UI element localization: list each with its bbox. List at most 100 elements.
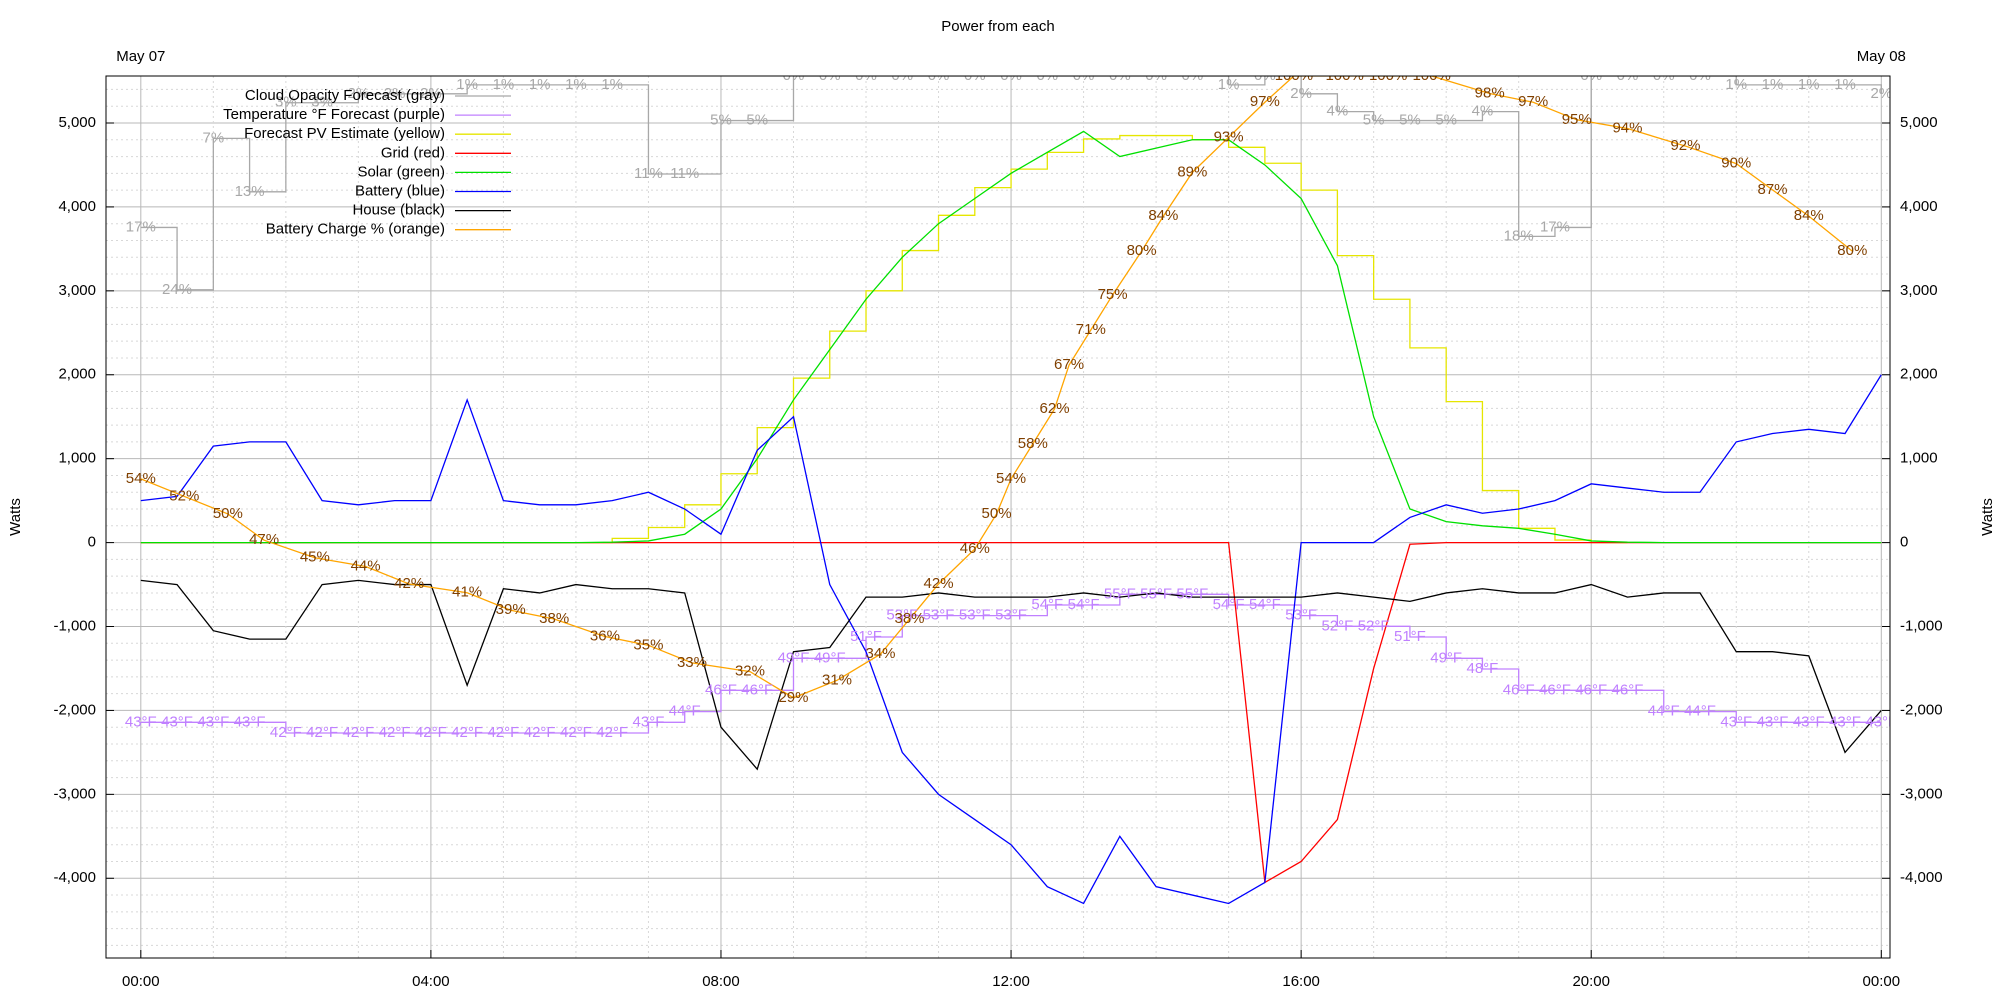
- value-label: 44%: [351, 557, 381, 574]
- value-label: 43°F: [1865, 713, 1897, 730]
- value-label: 5%: [1435, 112, 1457, 129]
- plot-area: [140, 76, 1882, 905]
- value-label: 43°F: [1720, 713, 1752, 730]
- value-label: 100%: [1369, 67, 1407, 84]
- value-label: 52%: [169, 487, 199, 504]
- value-label: 31%: [822, 671, 852, 688]
- value-label: 50%: [982, 505, 1012, 522]
- value-label: 36%: [590, 628, 620, 645]
- value-label: 0%: [1689, 67, 1711, 84]
- value-label: 84%: [1148, 207, 1178, 224]
- value-label: 32%: [735, 663, 765, 680]
- value-label: 0%: [1182, 67, 1204, 84]
- value-label: 51°F: [850, 628, 882, 645]
- y-tick-label: 4,000: [58, 198, 96, 215]
- legend: Cloud Opacity Forecast (gray) Temperature…: [223, 87, 511, 238]
- y-tick-label: 0: [88, 534, 96, 551]
- value-label: 53°F: [886, 607, 918, 624]
- value-label: 46°F: [1575, 681, 1607, 698]
- value-label: 55°F: [1140, 585, 1172, 602]
- value-label: 43°F: [234, 713, 266, 730]
- value-label: 44°F: [1684, 703, 1716, 720]
- value-label: 0%: [855, 67, 877, 84]
- value-label: 1%: [601, 76, 623, 93]
- x-tick-label: 08:00: [702, 973, 740, 990]
- value-label: 44°F: [1648, 703, 1680, 720]
- value-label: 0%: [1580, 67, 1602, 84]
- value-label: 7%: [202, 129, 224, 146]
- y-tick-label: 1,000: [58, 450, 96, 467]
- value-label: 100%: [1412, 67, 1450, 84]
- series-line: [140, 579, 1882, 771]
- y-tick-label: -1,000: [53, 617, 96, 634]
- x-tick-label: 00:00: [1863, 973, 1901, 990]
- value-label: 1%: [1725, 76, 1747, 93]
- value-label: 53°F: [995, 607, 1027, 624]
- value-label: 46°F: [1539, 681, 1571, 698]
- legend-label: Forecast PV Estimate (yellow): [244, 125, 445, 142]
- value-label: 54°F: [1068, 596, 1100, 613]
- value-label: 42°F: [596, 724, 628, 741]
- legend-label: Battery (blue): [355, 182, 445, 199]
- value-label: 2%: [1290, 85, 1312, 102]
- value-label: 46°F: [1612, 681, 1644, 698]
- value-label: 80%: [1127, 242, 1157, 259]
- value-label: 54%: [126, 470, 156, 487]
- value-label: 97%: [1518, 93, 1548, 110]
- value-label: 1%: [493, 76, 515, 93]
- value-label: 1%: [1834, 76, 1856, 93]
- value-label: 46°F: [1503, 681, 1535, 698]
- value-label: 0%: [1653, 67, 1675, 84]
- value-label: 1%: [1762, 76, 1784, 93]
- value-label: 38%: [895, 610, 925, 627]
- x-tick-label: 04:00: [412, 973, 450, 990]
- value-label: 41%: [452, 584, 482, 601]
- value-label: 95%: [1562, 111, 1592, 128]
- value-label: 42°F: [487, 724, 519, 741]
- legend-label: House (black): [352, 202, 445, 219]
- value-label: 24%: [162, 281, 192, 298]
- value-label: 0%: [1254, 67, 1276, 84]
- legend-label: Solar (green): [357, 163, 445, 180]
- value-label: 0%: [1109, 67, 1131, 84]
- value-label: 54°F: [1031, 596, 1063, 613]
- x-tick-label: 20:00: [1572, 973, 1610, 990]
- value-label: 34%: [866, 645, 896, 662]
- value-label: 53°F: [959, 607, 991, 624]
- value-label: 53°F: [1285, 607, 1317, 624]
- value-label: 43°F: [197, 713, 229, 730]
- value-label: 54°F: [1249, 596, 1281, 613]
- value-label: 44°F: [669, 703, 701, 720]
- value-label: 43°F: [1829, 713, 1861, 730]
- value-label: 42°F: [379, 724, 411, 741]
- value-label: 84%: [1794, 207, 1824, 224]
- plot-frame: [105, 75, 1891, 959]
- value-label: 87%: [1758, 181, 1788, 198]
- value-label: 2%: [384, 85, 406, 102]
- value-label: 0%: [1073, 67, 1095, 84]
- series-line: [140, 76, 1853, 699]
- y2-tick-label: 0: [1900, 534, 1908, 551]
- value-label: 42%: [394, 575, 424, 592]
- value-label: 1%: [1798, 76, 1820, 93]
- legend-label: Cloud Opacity Forecast (gray): [245, 87, 445, 104]
- value-label: 39%: [496, 601, 526, 618]
- legend-label: Battery Charge % (orange): [266, 221, 445, 238]
- series-line: [140, 76, 1882, 291]
- value-label: 2%: [1870, 85, 1892, 102]
- value-label: 42%: [924, 575, 954, 592]
- value-label: 55°F: [1104, 585, 1136, 602]
- value-label: 43°F: [125, 713, 157, 730]
- value-label: 38%: [539, 610, 569, 627]
- value-label: 98%: [1475, 84, 1505, 101]
- value-label: 42°F: [451, 724, 483, 741]
- chart-title: Power from each: [941, 18, 1054, 35]
- y-tick-label: 5,000: [58, 114, 96, 131]
- value-label: 0%: [964, 67, 986, 84]
- legend-label: Temperature °F Forecast (purple): [223, 106, 445, 123]
- value-label: 5%: [1363, 112, 1385, 129]
- value-label: 11%: [634, 165, 663, 182]
- series-line: [140, 374, 1882, 905]
- value-label: 18%: [1504, 227, 1534, 244]
- value-label: 55°F: [1176, 585, 1208, 602]
